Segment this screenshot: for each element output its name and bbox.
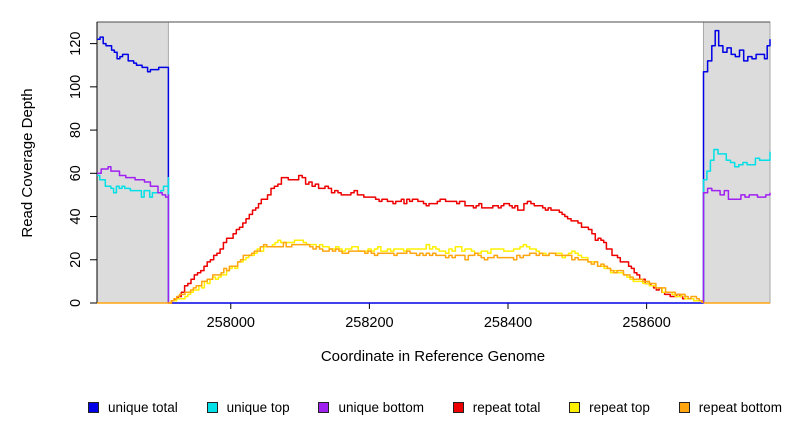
- x-axis-title: Coordinate in Reference Genome: [321, 348, 545, 365]
- legend-label: unique total: [108, 400, 178, 415]
- legend-label: unique top: [226, 400, 290, 415]
- y-tick-label: 40: [68, 208, 84, 224]
- unique-top-swatch-icon: [206, 402, 218, 413]
- repeat-bottom-line: [168, 241, 703, 304]
- legend-item-repeat-total: repeat total: [452, 400, 541, 415]
- repeat-top-line: [168, 239, 703, 304]
- legend: unique total unique top unique bottom repea…: [88, 400, 782, 415]
- repeat-total-swatch-icon: [452, 402, 464, 413]
- legend-item-unique-total: unique total: [88, 400, 178, 415]
- legend-item-unique-bottom: unique bottom: [318, 400, 424, 415]
- masked-region-right: [702, 21, 771, 304]
- legend-item-unique-top: unique top: [206, 400, 290, 415]
- masked-region-left: [96, 21, 169, 304]
- plot-area: 258000 258200 258400 258600 0 20 40 60 80 100 120: [68, 21, 771, 331]
- y-axis-title: Read Coverage Depth: [19, 88, 36, 237]
- legend-label: repeat top: [589, 400, 650, 415]
- legend-label: unique bottom: [338, 400, 424, 415]
- unique-bottom-swatch-icon: [318, 402, 330, 413]
- legend-label: repeat total: [472, 400, 541, 415]
- y-tick-label: 120: [68, 32, 84, 56]
- unique-top-line: [702, 148, 771, 303]
- legend-item-repeat-top: repeat top: [569, 400, 650, 415]
- y-tick-label: 20: [68, 252, 84, 268]
- unique-bottom-line: [702, 187, 771, 303]
- y-tick-label: 80: [68, 122, 84, 138]
- x-tick-label: 258600: [622, 315, 670, 331]
- unique-bottom-line: [97, 166, 170, 303]
- legend-item-repeat-bottom: repeat bottom: [678, 400, 782, 415]
- x-tick-label: 258000: [207, 315, 255, 331]
- repeat-bottom-swatch-icon: [678, 402, 690, 413]
- x-tick-label: 258200: [345, 315, 393, 331]
- repeat-total-line: [168, 174, 703, 304]
- unique-total-swatch-icon: [88, 402, 99, 413]
- y-tick-label: 0: [68, 299, 84, 307]
- unique-total-line: [97, 29, 771, 304]
- legend-label: repeat bottom: [698, 400, 782, 415]
- y-tick-label: 60: [68, 165, 84, 181]
- repeat-top-swatch-icon: [569, 402, 581, 413]
- x-tick-label: 258400: [484, 315, 532, 331]
- y-tick-label: 100: [68, 75, 84, 99]
